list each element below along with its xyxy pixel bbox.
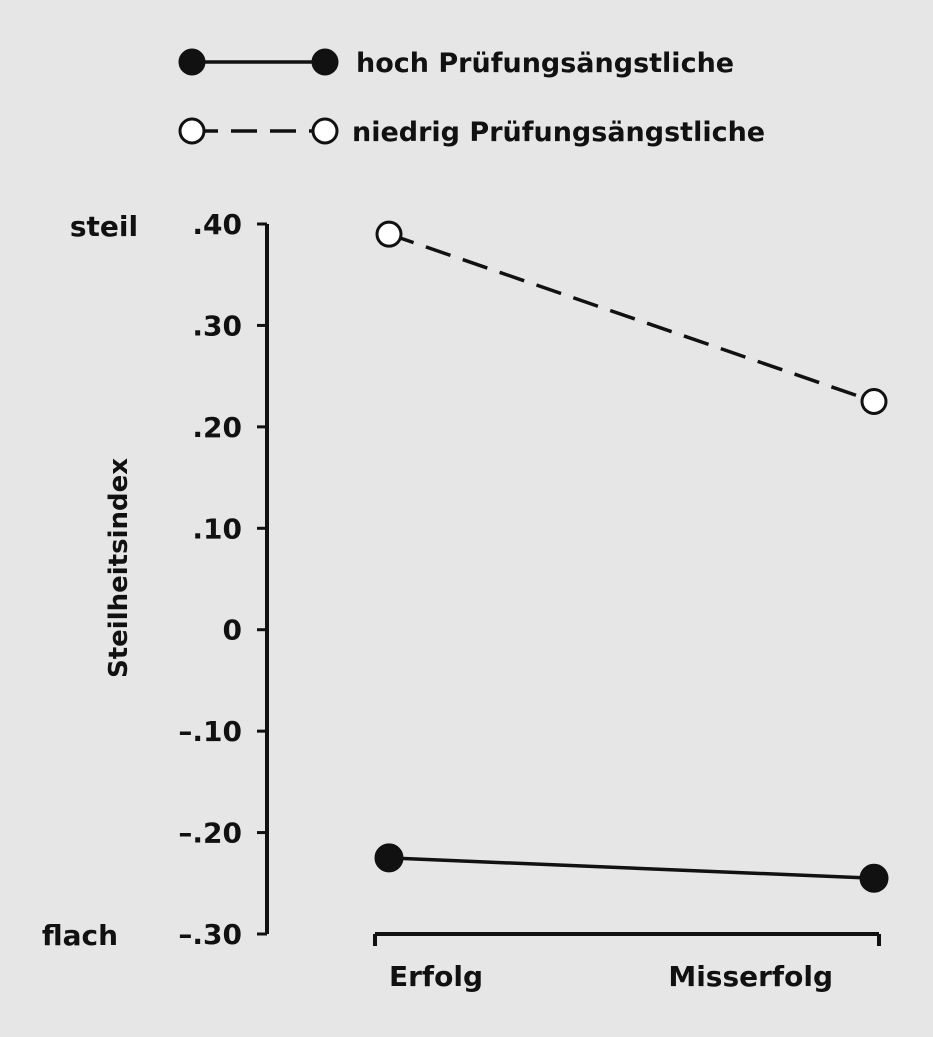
x-category-label: Misserfolg — [668, 960, 833, 993]
x-axis: Erfolg Misserfolg — [373, 932, 881, 993]
y-axis-title: Steilheitsindex — [104, 458, 134, 678]
legend-marker — [311, 48, 339, 76]
y-tick-label: .10 — [192, 512, 242, 545]
series-line — [388, 232, 875, 404]
x-category-label: Erfolg — [389, 960, 483, 993]
y-bottom-annotation: flach — [42, 919, 118, 952]
y-top-annotation: steil — [70, 210, 138, 243]
legend-marker — [311, 117, 339, 145]
y-tick-label: –.30 — [178, 918, 242, 951]
legend-item: hoch Prüfungsängstliche — [178, 48, 734, 79]
y-tick-label: .30 — [192, 309, 242, 342]
data-point — [375, 220, 403, 248]
data-point — [374, 843, 404, 873]
series-layer — [374, 220, 889, 893]
y-tick-label: –.20 — [178, 817, 242, 850]
series-line — [388, 856, 875, 880]
legend-item: niedrig Prüfungsängstliche — [178, 117, 765, 148]
y-tick-label: 0 — [223, 614, 242, 647]
legend-marker — [178, 48, 206, 76]
series-niedrig — [375, 220, 888, 415]
y-tick-label: –.10 — [178, 715, 242, 748]
y-tick-label: .40 — [192, 208, 242, 241]
data-point — [859, 863, 889, 893]
legend-label: hoch Prüfungsängstliche — [356, 48, 734, 79]
legend: hoch Prüfungsängstliche niedrig Prüfungsä… — [178, 48, 765, 148]
legend-marker — [178, 117, 206, 145]
series-hoch — [374, 843, 889, 893]
y-tick-label: .20 — [192, 411, 242, 444]
legend-label: niedrig Prüfungsängstliche — [352, 117, 765, 148]
y-axis: .40 .30 .20 .10 0 –.10 –.20 –.30 steil flach Steil… — [42, 208, 269, 952]
data-point — [860, 388, 888, 415]
